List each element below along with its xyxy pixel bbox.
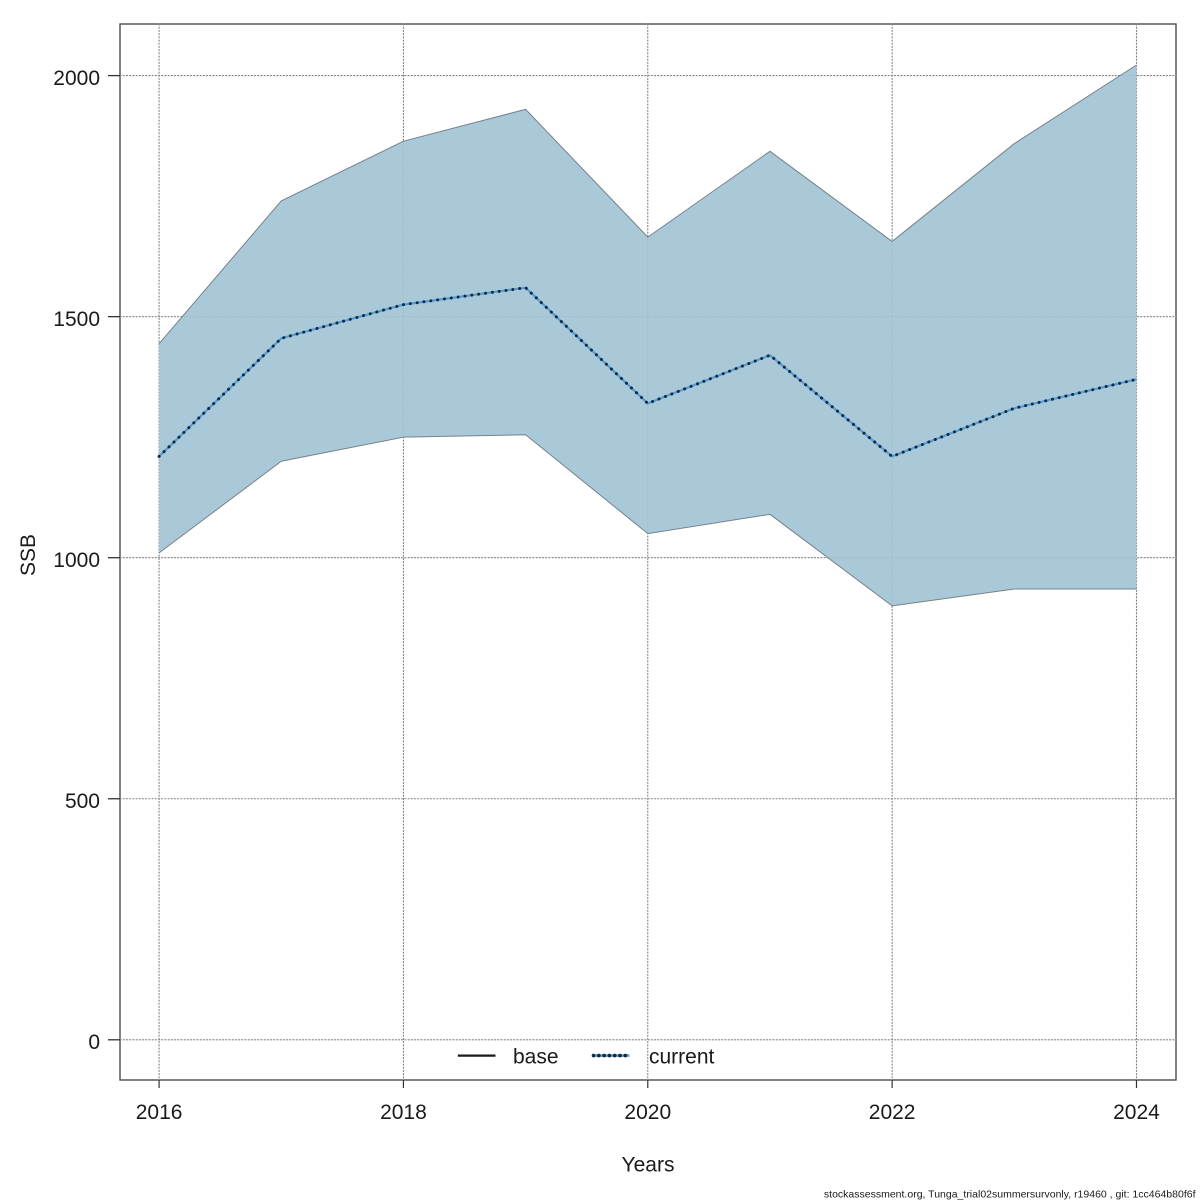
- svg-text:2024: 2024: [1113, 1101, 1160, 1124]
- svg-text:0: 0: [88, 1031, 100, 1054]
- svg-text:2018: 2018: [380, 1101, 427, 1124]
- svg-text:base: base: [513, 1045, 559, 1068]
- svg-text:stockassessment.org, Tunga_tri: stockassessment.org, Tunga_trial02summer…: [824, 1188, 1196, 1200]
- svg-text:Years: Years: [622, 1154, 675, 1177]
- svg-text:1500: 1500: [53, 308, 100, 331]
- svg-text:1000: 1000: [53, 549, 100, 572]
- svg-text:current: current: [649, 1045, 715, 1068]
- svg-text:500: 500: [65, 790, 100, 813]
- svg-text:SSB: SSB: [17, 534, 40, 576]
- svg-text:2020: 2020: [624, 1101, 671, 1124]
- svg-text:2000: 2000: [53, 67, 100, 90]
- svg-text:2022: 2022: [869, 1101, 916, 1124]
- svg-text:2016: 2016: [136, 1101, 183, 1124]
